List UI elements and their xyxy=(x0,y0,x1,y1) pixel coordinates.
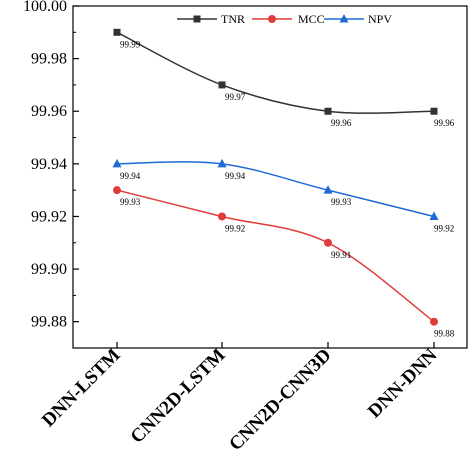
data-label: 99.92 xyxy=(225,223,245,233)
data-label: 99.96 xyxy=(434,118,455,128)
y-tick-label: 100.00 xyxy=(23,0,67,15)
series-mcc: 99.93 99.92 99.91 99.88 xyxy=(113,186,455,339)
legend-marker-circle xyxy=(268,15,276,23)
data-point-triangle xyxy=(323,185,333,194)
y-tick-label: 99.92 xyxy=(31,208,67,225)
series-line xyxy=(116,31,435,114)
data-point-triangle xyxy=(217,158,227,168)
data-point-square xyxy=(218,81,226,89)
y-axis: 99.88 99.90 99.92 99.94 99.96 99.98 100.00 xyxy=(23,0,79,331)
y-tick-label: 99.96 xyxy=(31,103,67,120)
legend-item-mcc: MCC xyxy=(252,12,325,26)
legend-label: TNR xyxy=(221,12,245,26)
plot-frame xyxy=(72,5,468,349)
legend-label: MCC xyxy=(298,12,325,26)
data-point-circle xyxy=(218,212,226,221)
data-label: 99.97 xyxy=(225,92,246,102)
x-category-label: DNN-LSTM xyxy=(38,345,125,432)
series-line xyxy=(116,189,435,323)
x-category-label: DNN-DNN xyxy=(364,344,442,422)
series-layer: 99.99 99.97 99.96 99.96 99.93 99.92 99.91 99.88… xyxy=(112,28,455,339)
data-label: 99.93 xyxy=(120,197,141,207)
data-point-triangle xyxy=(112,158,122,168)
data-label: 99.94 xyxy=(225,171,246,181)
data-label: 99.93 xyxy=(331,197,352,207)
legend-marker-triangle xyxy=(339,14,349,23)
y-tick-label: 99.90 xyxy=(31,261,67,278)
data-label: 99.91 xyxy=(331,250,351,260)
series-npv: 99.94 99.94 99.93 99.92 xyxy=(112,158,454,233)
y-tick-label: 99.88 xyxy=(31,314,67,331)
data-point-circle xyxy=(113,186,121,195)
x-category-label: CNN2D-CNN3D xyxy=(225,345,335,455)
legend-item-npv: NPV xyxy=(324,12,392,26)
y-tick-label: 99.94 xyxy=(31,156,67,173)
series-line xyxy=(116,161,435,218)
legend-item-tnr: TNR xyxy=(177,12,245,26)
data-point-circle xyxy=(430,317,438,326)
data-point-square xyxy=(324,107,332,115)
data-point-circle xyxy=(324,238,332,247)
data-label: 99.94 xyxy=(120,171,141,181)
data-label: 99.96 xyxy=(331,118,352,128)
data-label: 99.92 xyxy=(434,223,454,233)
data-point-triangle xyxy=(429,211,439,220)
data-point-square xyxy=(430,107,438,115)
data-point-square xyxy=(113,28,121,36)
legend-label: NPV xyxy=(368,12,392,26)
data-label: 99.88 xyxy=(434,329,455,339)
x-category-label: CNN2D-LSTM xyxy=(127,345,230,448)
y-tick-label: 99.98 xyxy=(31,51,67,68)
data-label: 99.99 xyxy=(120,39,141,49)
legend-marker-square xyxy=(193,15,201,23)
legend: TNR MCC NPV xyxy=(177,12,392,26)
series-tnr: 99.99 99.97 99.96 99.96 xyxy=(113,28,455,128)
